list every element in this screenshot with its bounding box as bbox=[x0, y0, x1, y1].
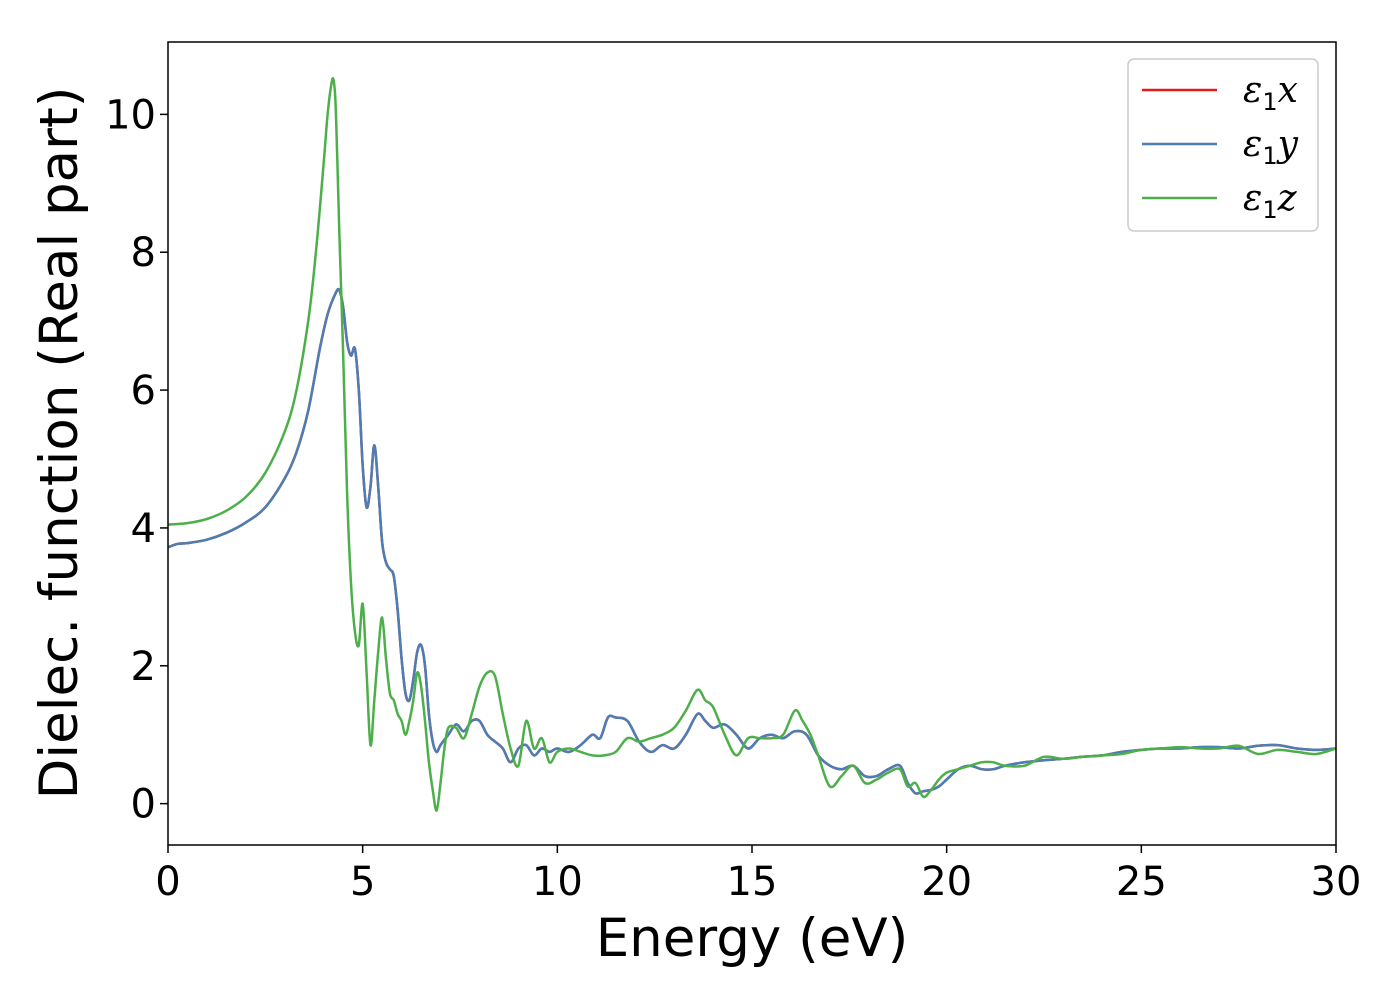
x-axis-ticks: 0 5 10 15 20 25 30 bbox=[155, 845, 1361, 905]
x-tick-label: 15 bbox=[727, 859, 778, 905]
legend-box bbox=[1127, 58, 1319, 232]
y-tick-label: 4 bbox=[131, 506, 156, 552]
y-tick-label: 6 bbox=[131, 368, 156, 414]
legend: ε1x ε1y ε1z bbox=[1127, 58, 1319, 232]
y-tick-label: 0 bbox=[131, 782, 156, 828]
x-tick-label: 30 bbox=[1311, 859, 1362, 905]
legend-label-y: ε1y bbox=[1243, 124, 1299, 170]
series-line-z bbox=[168, 76, 1336, 812]
x-axis-label: Energy (eV) bbox=[596, 908, 909, 969]
x-tick-label: 5 bbox=[350, 859, 375, 905]
x-tick-label: 25 bbox=[1116, 859, 1167, 905]
x-tick-label: 10 bbox=[532, 859, 583, 905]
series-line-y bbox=[168, 287, 1336, 795]
y-tick-label: 2 bbox=[131, 644, 156, 690]
y-tick-label: 8 bbox=[131, 230, 156, 276]
series-layer bbox=[168, 76, 1336, 812]
x-tick-label: 0 bbox=[155, 859, 180, 905]
x-tick-label: 20 bbox=[921, 859, 972, 905]
y-axis-ticks: 0 2 4 6 8 10 bbox=[105, 92, 168, 828]
legend-label-z: ε1z bbox=[1243, 178, 1298, 224]
legend-label-x: ε1x bbox=[1243, 70, 1298, 116]
y-tick-label: 10 bbox=[105, 92, 156, 138]
y-axis-label: Dielec. function (Real part) bbox=[29, 87, 90, 800]
